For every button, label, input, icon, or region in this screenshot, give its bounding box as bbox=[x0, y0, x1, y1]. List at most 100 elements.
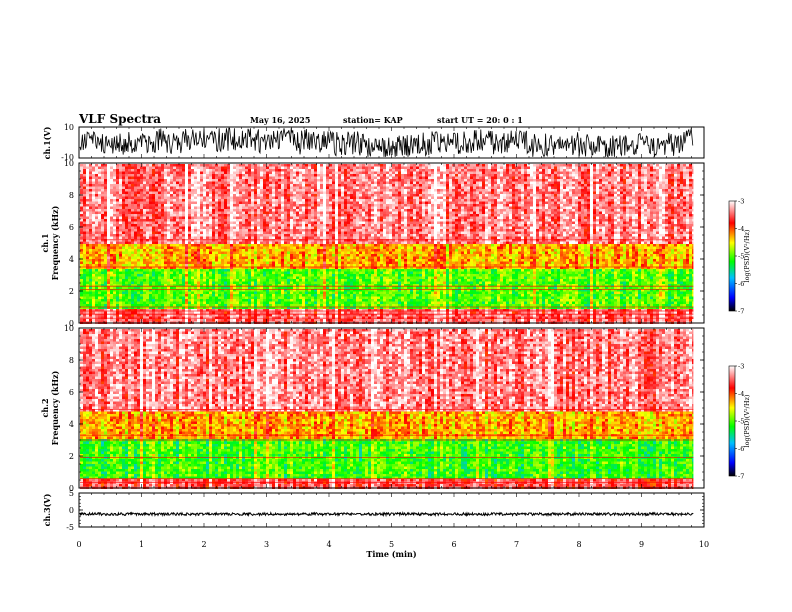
spectrogram-cell bbox=[278, 264, 281, 267]
spectrogram-cell bbox=[98, 189, 101, 192]
spectrogram-cell bbox=[242, 174, 245, 177]
spectrogram-cell bbox=[251, 252, 254, 255]
spectrogram-cell bbox=[206, 292, 209, 295]
spectrogram-cell bbox=[302, 297, 305, 300]
spectrogram-cell bbox=[266, 219, 269, 222]
spectrogram-cell bbox=[227, 174, 230, 177]
spectrogram-cell bbox=[209, 259, 212, 262]
spectrogram-cell bbox=[185, 184, 188, 187]
spectrogram-cell bbox=[176, 294, 179, 297]
spectrogram-cell bbox=[164, 217, 167, 220]
spectrogram-cell bbox=[203, 317, 206, 320]
spectrogram-cell bbox=[308, 287, 311, 290]
spectrogram-cell bbox=[161, 294, 164, 297]
spectrogram-cell bbox=[224, 249, 227, 252]
spectrogram-cell bbox=[173, 257, 176, 260]
spectrogram-cell bbox=[140, 219, 143, 222]
spectrogram-cell bbox=[161, 222, 164, 225]
spectrogram-cell bbox=[308, 302, 311, 305]
spectrogram-cell bbox=[176, 247, 179, 250]
spectrogram-cell bbox=[146, 242, 149, 245]
spectrogram-cell bbox=[275, 214, 278, 217]
spectrogram-cell bbox=[254, 164, 257, 167]
spectrogram-cell bbox=[170, 319, 173, 322]
spectrogram-cell bbox=[149, 219, 152, 222]
spectrogram-cell bbox=[257, 312, 260, 315]
spectrogram-cell bbox=[161, 209, 164, 212]
spectrogram-cell bbox=[305, 244, 308, 247]
spectrogram-cell bbox=[218, 227, 221, 230]
spectrogram-cell bbox=[281, 197, 284, 200]
spectrogram-cell bbox=[98, 264, 101, 267]
spectrogram-cell bbox=[182, 207, 185, 210]
spectrogram-cell bbox=[233, 172, 236, 175]
spectrogram-cell bbox=[203, 227, 206, 230]
spectrogram-cell bbox=[239, 262, 242, 265]
spectrogram-cell bbox=[98, 239, 101, 242]
spectrogram-cell bbox=[200, 277, 203, 280]
spectrogram-cell bbox=[218, 204, 221, 207]
spectrogram-cell bbox=[239, 197, 242, 200]
spectrogram-cell bbox=[131, 282, 134, 285]
spectrogram-cell bbox=[146, 172, 149, 175]
spectrogram-cell bbox=[185, 282, 188, 285]
spectrogram-cell bbox=[92, 264, 95, 267]
spectrogram-cell bbox=[254, 172, 257, 175]
spectrogram-cell bbox=[119, 244, 122, 247]
spectrogram-cell bbox=[131, 312, 134, 315]
spectrogram-cell bbox=[227, 319, 230, 322]
spectrogram-cell bbox=[215, 229, 218, 232]
spectrogram-cell bbox=[143, 224, 146, 227]
spectrogram-cell bbox=[260, 274, 263, 277]
spectrogram-cell bbox=[209, 192, 212, 195]
spectrogram-cell bbox=[278, 174, 281, 177]
spectrogram-cell bbox=[179, 239, 182, 242]
spectrogram-cell bbox=[209, 219, 212, 222]
spectrogram-cell bbox=[188, 172, 191, 175]
spectrogram-cell bbox=[110, 204, 113, 207]
spectrogram-cell bbox=[182, 227, 185, 230]
spectrogram-cell bbox=[278, 207, 281, 210]
spectrogram-cell bbox=[245, 177, 248, 180]
spectrogram-cell bbox=[224, 259, 227, 262]
spectrogram-cell bbox=[206, 297, 209, 300]
spectrogram-cell bbox=[185, 172, 188, 175]
spectrogram-cell bbox=[233, 227, 236, 230]
spectrogram-cell bbox=[143, 182, 146, 185]
spectrogram-cell bbox=[158, 244, 161, 247]
spectrogram-cell bbox=[206, 252, 209, 255]
spectrogram-cell bbox=[215, 249, 218, 252]
spectrogram-cell bbox=[143, 277, 146, 280]
spectrogram-cell bbox=[131, 187, 134, 190]
spectrogram-cell bbox=[152, 197, 155, 200]
spectrogram-cell bbox=[167, 254, 170, 257]
spectrogram-cell bbox=[116, 214, 119, 217]
spectrogram-cell bbox=[179, 222, 182, 225]
spectrogram-cell bbox=[263, 247, 266, 250]
spectrogram-cell bbox=[299, 304, 302, 307]
spectrogram-cell bbox=[308, 199, 311, 202]
spectrogram-cell bbox=[107, 229, 110, 232]
spectrogram-cell bbox=[227, 239, 230, 242]
spectrogram-cell bbox=[89, 277, 92, 280]
spectrogram-cell bbox=[170, 174, 173, 177]
spectrogram-cell bbox=[212, 259, 215, 262]
spectrogram-cell bbox=[236, 242, 239, 245]
spectrogram-cell bbox=[131, 297, 134, 300]
spectrogram-cell bbox=[101, 174, 104, 177]
spectrogram-cell bbox=[131, 209, 134, 212]
spectrogram-cell bbox=[131, 174, 134, 177]
spectrogram-cell bbox=[272, 167, 275, 170]
spectrogram-cell bbox=[158, 187, 161, 190]
spectrogram-cell bbox=[104, 294, 107, 297]
spectrogram-cell bbox=[239, 272, 242, 275]
spectrogram-cell bbox=[236, 249, 239, 252]
spectrogram-cell bbox=[251, 189, 254, 192]
spectrogram-cell bbox=[311, 197, 314, 200]
spectrogram-cell bbox=[293, 254, 296, 257]
spectrogram-cell bbox=[155, 282, 158, 285]
spectrogram-cell bbox=[185, 204, 188, 207]
spectrogram-cell bbox=[110, 292, 113, 295]
spectrogram-cell bbox=[200, 234, 203, 237]
spectrogram-cell bbox=[113, 222, 116, 225]
